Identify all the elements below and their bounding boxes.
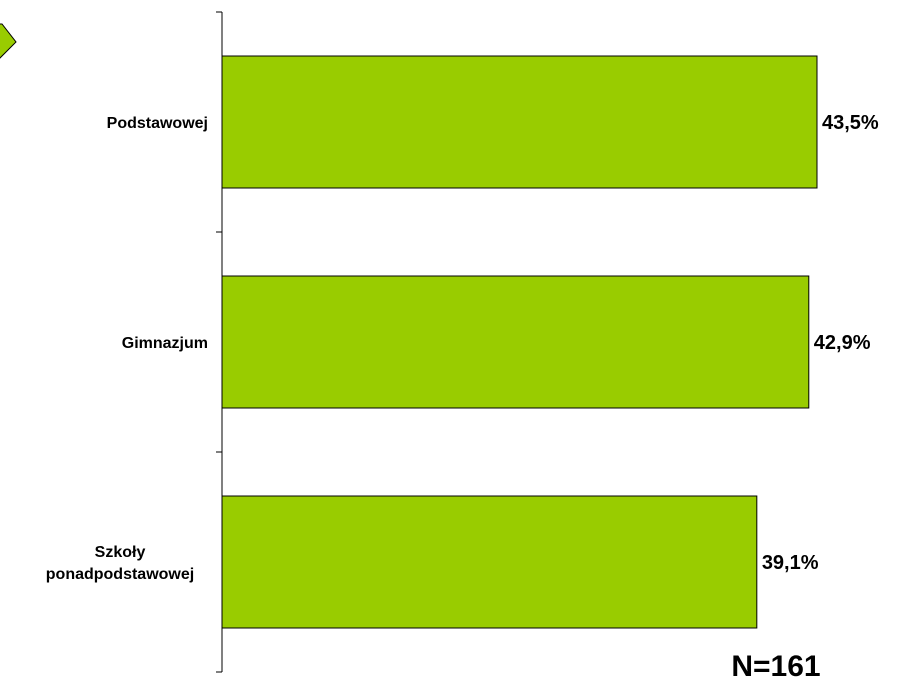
value-label-2: 42,9% [814,332,871,354]
category-label-1: Podstawowej [107,115,208,132]
sample-size-note: N=161 [731,650,820,677]
bars [221,55,818,629]
y-axis [216,11,223,673]
corner-arrow-marker [0,23,17,59]
value-label-1: 43,5% [822,112,879,134]
category-label-2: Gimnazjum [122,335,208,352]
bar-3 [221,495,758,629]
labels: 43,5% Podstawowej 42,9% Gimnazjum 39,1% Szkoł… [46,112,879,583]
category-label-3: Szkoły ponadpodstawowej [46,544,194,583]
value-label-3: 39,1% [762,552,819,574]
bar-2 [221,275,810,409]
bar-1 [221,55,818,189]
